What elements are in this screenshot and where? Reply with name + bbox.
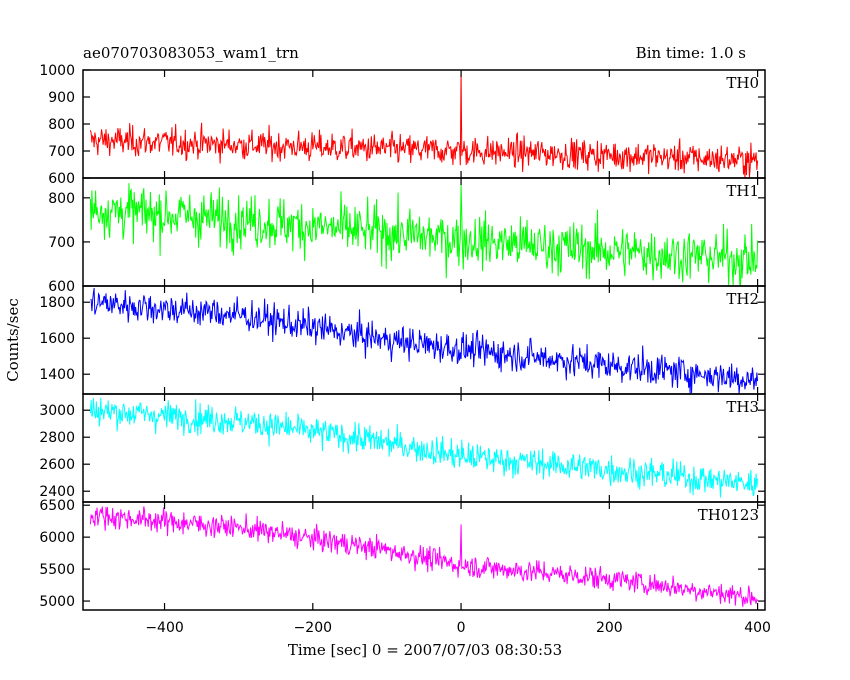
y-tick-label: 1600 [39, 331, 75, 347]
x-tick-label: 400 [744, 620, 771, 636]
x-tick-label: 0 [457, 620, 466, 636]
y-tick-label: 1800 [39, 295, 75, 311]
y-tick-label: 6000 [39, 530, 75, 546]
y-tick-label: 700 [48, 235, 75, 251]
panel-label-th1: TH1 [726, 182, 759, 200]
series-th1-line [89, 183, 759, 286]
y-axis-label: Counts/sec [4, 298, 22, 382]
panel-label-th3: TH3 [726, 398, 759, 416]
y-tick-label: 1000 [39, 63, 75, 79]
x-tick-label: −200 [294, 620, 332, 636]
chart-title: ae070703083053_wam1_trn [83, 44, 299, 62]
series-th2-line [90, 287, 759, 394]
tick-layer: 600 700 800 900 1000 600 700 800 1400 1600 1800 240… [39, 63, 771, 636]
series-th0-line [89, 70, 759, 178]
x-tick-label: 200 [596, 620, 623, 636]
y-tick-label: 5000 [39, 594, 75, 610]
bin-time-label: Bin time: 1.0 s [636, 44, 746, 62]
y-tick-label: 2600 [39, 457, 75, 473]
y-tick-label: 1400 [39, 367, 75, 383]
panel-label-th0123: TH0123 [698, 506, 759, 524]
y-tick-label: 700 [48, 144, 75, 160]
y-tick-label: 6500 [39, 498, 75, 514]
trace-layer [89, 70, 759, 607]
y-tick-label: 600 [48, 171, 75, 187]
y-tick-label: 800 [48, 117, 75, 133]
y-tick-label: 2800 [39, 430, 75, 446]
y-tick-label: 800 [48, 191, 75, 207]
panel-frames: TH0 TH1 TH2 TH3 TH0123 [82, 69, 766, 611]
x-axis-label: Time [sec] 0 = 2007/07/03 08:30:53 [288, 641, 562, 659]
series-th3-line [89, 397, 759, 498]
y-tick-label: 600 [48, 279, 75, 295]
panel-label-th2: TH2 [726, 290, 759, 308]
panel-frame-th0123 [82, 501, 766, 611]
x-tick-label: −400 [145, 620, 183, 636]
y-tick-label: 5500 [39, 562, 75, 578]
y-tick-label: 2400 [39, 484, 75, 500]
panel-label-th0: TH0 [726, 74, 759, 92]
series-th0123-line [89, 506, 759, 607]
y-tick-label: 900 [48, 90, 75, 106]
y-tick-label: 3000 [39, 403, 75, 419]
